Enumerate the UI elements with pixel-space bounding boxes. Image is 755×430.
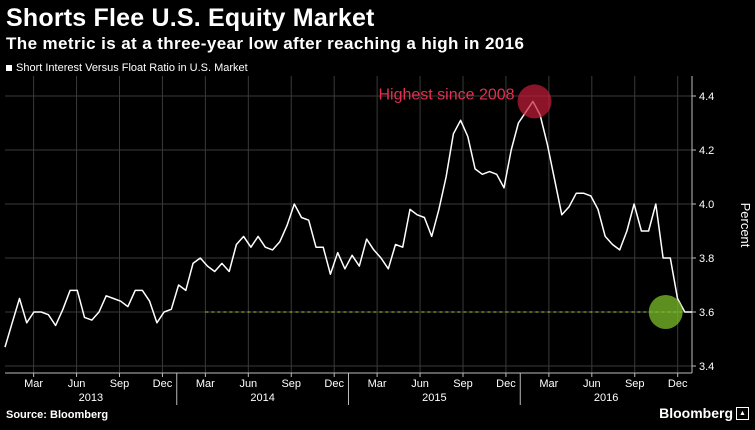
brand-label: Bloomberg <box>659 405 733 421</box>
x-tick-label: Dec <box>153 378 173 390</box>
highlight-low-marker <box>648 295 683 329</box>
x-tick-label: Dec <box>668 378 688 390</box>
x-tick-label: Dec <box>324 378 344 390</box>
chart-title: Shorts Flee U.S. Equity Market <box>6 4 375 32</box>
y-tick-label: 3.8 <box>699 253 714 265</box>
x-tick-label: Jun <box>583 378 601 390</box>
x-year-label: 2015 <box>422 392 446 404</box>
y-tick-label: 3.6 <box>699 307 714 319</box>
y-tick-label: 3.4 <box>699 361 714 373</box>
x-tick-label: Sep <box>110 378 130 390</box>
x-tick-label: Sep <box>625 378 645 390</box>
x-year-label: 2013 <box>79 392 103 404</box>
x-tick-label: Sep <box>453 378 473 390</box>
x-tick-label: Mar <box>368 378 387 390</box>
x-year-label: 2014 <box>250 392 274 404</box>
series-line <box>4 100 692 348</box>
y-tick-label: 4.0 <box>699 199 714 211</box>
annotation-label: Highest since 2008 <box>378 86 514 103</box>
x-tick-label: Dec <box>496 378 516 390</box>
x-tick-label: Mar <box>196 378 215 390</box>
x-tick-label: Sep <box>281 378 301 390</box>
brand-logo: Bloomberg ▲ <box>659 405 749 421</box>
x-tick-label: Jun <box>239 378 257 390</box>
x-tick-label: Mar <box>539 378 558 390</box>
legend-swatch <box>6 65 12 71</box>
chart-legend: Short Interest Versus Float Ratio in U.S… <box>6 62 248 74</box>
x-year-label: 2016 <box>594 392 618 404</box>
source-note: Source: Bloomberg <box>6 409 109 421</box>
x-tick-label: Jun <box>68 378 86 390</box>
x-tick-label: Mar <box>24 378 43 390</box>
y-tick-label: 4.2 <box>699 145 714 157</box>
legend-label: Short Interest Versus Float Ratio in U.S… <box>16 62 248 74</box>
highlight-high-marker <box>517 84 552 119</box>
y-axis-label: Percent <box>738 203 753 248</box>
y-tick-label: 4.4 <box>699 91 714 103</box>
chart-subtitle: The metric is at a three-year low after … <box>6 34 525 53</box>
x-tick-label: Jun <box>411 378 429 390</box>
brand-icon: ▲ <box>736 406 749 420</box>
